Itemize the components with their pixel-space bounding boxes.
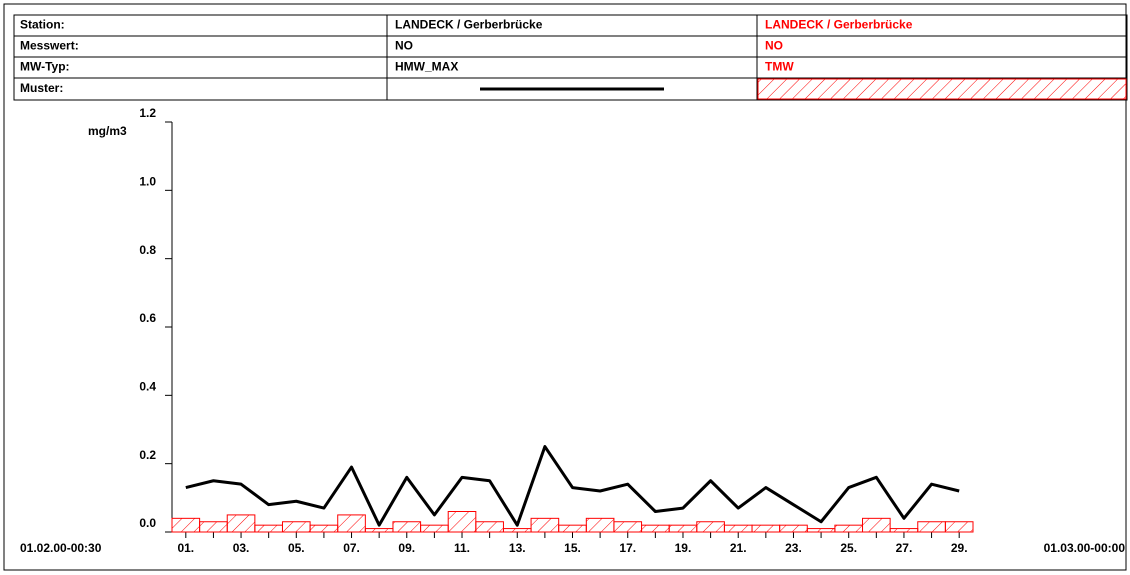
table-row bbox=[13, 56, 1128, 79]
x-end-label: 01.03.00-00:00 bbox=[1044, 541, 1126, 555]
bar bbox=[309, 524, 339, 533]
row-label: Muster: bbox=[20, 81, 63, 95]
table-row bbox=[13, 14, 1128, 37]
bar bbox=[502, 528, 532, 533]
x-tick-label: 01. bbox=[177, 541, 194, 555]
bar bbox=[447, 511, 477, 533]
x-tick-label: 19. bbox=[675, 541, 692, 555]
bar bbox=[751, 524, 781, 533]
bar bbox=[806, 528, 836, 533]
series-station: LANDECK / Gerberbrücke bbox=[395, 18, 543, 32]
series-name: HMW_MAX bbox=[395, 60, 458, 74]
series-station: LANDECK / Gerberbrücke bbox=[765, 18, 913, 32]
x-tick-label: 29. bbox=[951, 541, 968, 555]
bar bbox=[475, 521, 504, 533]
x-tick-label: 09. bbox=[398, 541, 415, 555]
bar bbox=[199, 521, 228, 533]
y-tick-label: 0.0 bbox=[139, 516, 156, 530]
bar bbox=[392, 521, 422, 533]
bar bbox=[917, 521, 946, 533]
bar bbox=[723, 524, 753, 533]
bar bbox=[337, 514, 366, 533]
bar bbox=[613, 521, 643, 533]
bar bbox=[889, 528, 919, 533]
bar bbox=[171, 517, 201, 533]
y-tick-label: 0.2 bbox=[139, 448, 156, 462]
bar bbox=[779, 524, 808, 533]
bar bbox=[944, 521, 974, 533]
line bbox=[185, 445, 960, 527]
bar bbox=[281, 521, 311, 533]
bar bbox=[862, 517, 891, 533]
bar bbox=[530, 517, 560, 533]
series-measure: NO bbox=[765, 39, 783, 53]
x-tick-label: 07. bbox=[343, 541, 360, 555]
table-row bbox=[13, 77, 1128, 101]
legend-swatch bbox=[757, 78, 1127, 100]
row-label: MW-Typ: bbox=[20, 60, 70, 74]
x-tick-label: 25. bbox=[840, 541, 857, 555]
x-tick-label: 11. bbox=[454, 541, 470, 555]
bar bbox=[226, 514, 256, 533]
bar bbox=[420, 524, 449, 533]
y-tick-label: 0.4 bbox=[139, 380, 156, 394]
y-tick-label: 0.6 bbox=[139, 311, 156, 325]
series-name: TMW bbox=[765, 60, 794, 74]
row-label: Messwert: bbox=[20, 39, 79, 53]
table-row bbox=[13, 35, 1128, 58]
outer-border bbox=[3, 3, 1127, 571]
y-tick-label: 1.2 bbox=[139, 106, 156, 120]
x-tick-label: 05. bbox=[288, 541, 305, 555]
bar bbox=[696, 521, 725, 533]
bar bbox=[641, 524, 670, 533]
x-tick-label: 03. bbox=[233, 541, 250, 555]
y-tick-label: 1.0 bbox=[139, 175, 156, 189]
bar bbox=[585, 517, 615, 533]
bar bbox=[254, 524, 283, 533]
x-tick-label: 27. bbox=[896, 541, 913, 555]
bar bbox=[558, 524, 587, 533]
x-tick-label: 23. bbox=[785, 541, 802, 555]
series-measure: NO bbox=[395, 39, 413, 53]
y-axis-label: mg/m3 bbox=[88, 124, 127, 138]
bar bbox=[668, 524, 698, 533]
row-label: Station: bbox=[20, 18, 65, 32]
x-tick-label: 13. bbox=[509, 541, 526, 555]
x-tick-label: 21. bbox=[730, 541, 747, 555]
bar bbox=[364, 528, 394, 533]
x-tick-label: 17. bbox=[619, 541, 636, 555]
x-start-label: 01.02.00-00:30 bbox=[20, 541, 102, 555]
bar bbox=[834, 524, 864, 533]
y-tick-label: 0.8 bbox=[139, 243, 156, 257]
x-tick-label: 15. bbox=[564, 541, 581, 555]
